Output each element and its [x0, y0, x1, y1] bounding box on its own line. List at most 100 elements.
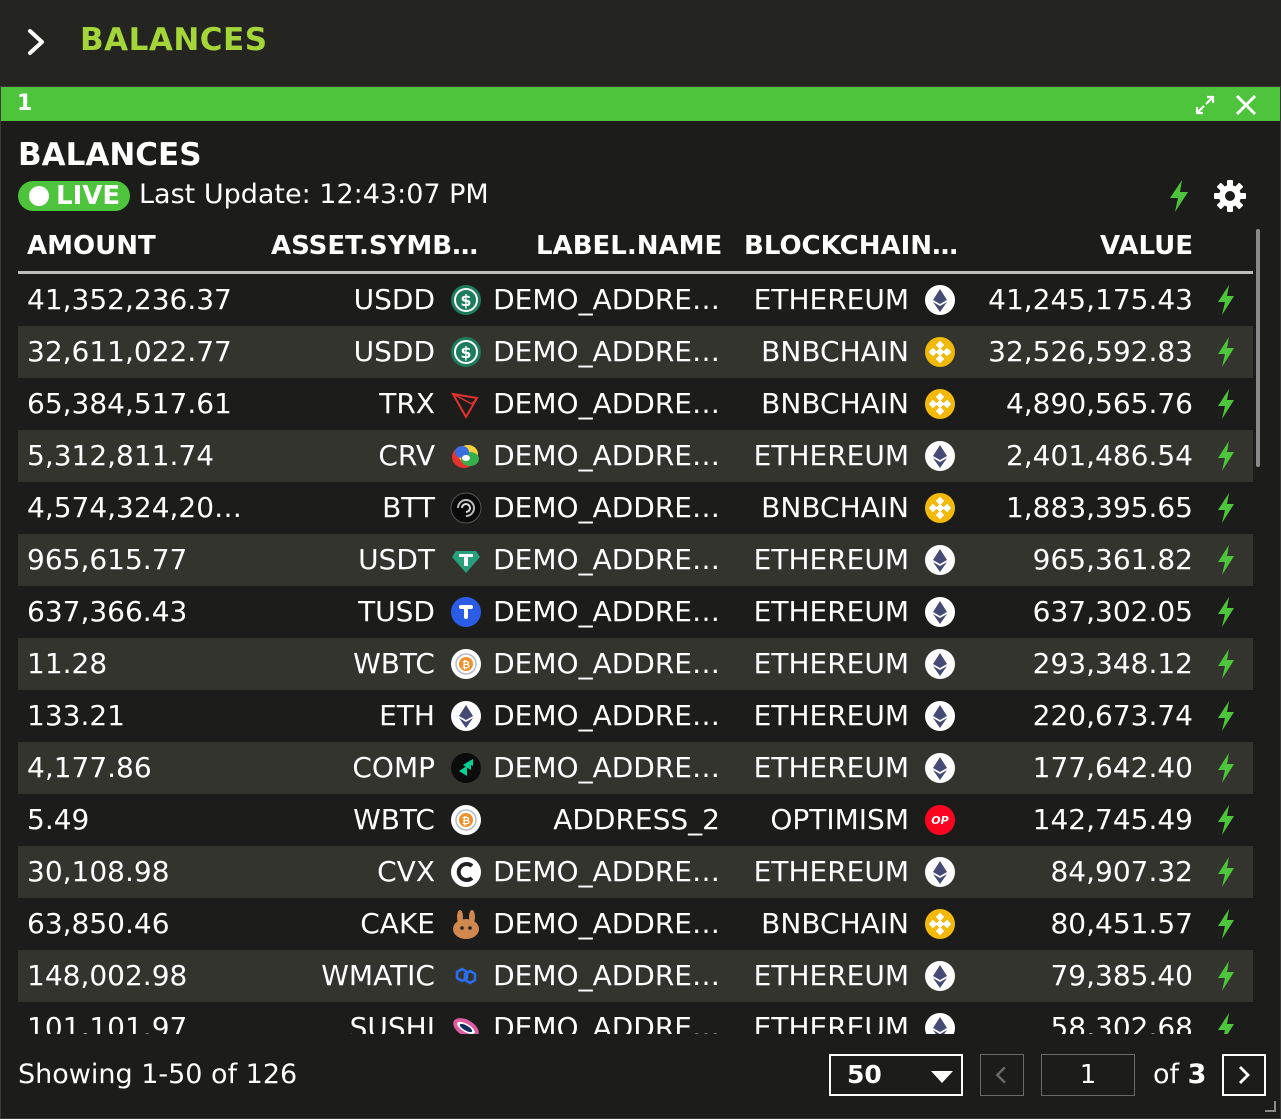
lightning-icon[interactable] [1216, 284, 1236, 316]
lightning-icon[interactable] [1216, 388, 1236, 420]
ethereum-icon [925, 597, 955, 627]
value-cell: 80,451.57 [1050, 907, 1193, 940]
column-header-amount[interactable]: AMOUNT [27, 231, 156, 261]
svg-text:₿: ₿ [462, 659, 470, 671]
table-row[interactable]: 4,177.86 COMP DEMO_ADDRE… ETHEREUM 177,642.4… [18, 742, 1253, 794]
cvx-icon [451, 857, 481, 887]
optimism-icon: OP [925, 805, 955, 835]
sushi-icon [453, 1018, 479, 1034]
asset-symbol-cell: SUSHI [349, 1011, 435, 1034]
blockchain-cell: ETHEREUM [753, 1011, 909, 1034]
lightning-icon[interactable] [1216, 492, 1236, 524]
asset-symbol-cell: CRV [378, 439, 435, 472]
value-cell: 965,361.82 [1032, 543, 1193, 576]
chevron-right-icon[interactable] [24, 26, 48, 58]
table-row[interactable]: 41,352,236.37 USDD $ DEMO_ADDRE… ETHEREUM 41,… [18, 274, 1253, 326]
asset-symbol-cell: USDT [358, 543, 435, 576]
eth-icon [451, 701, 481, 731]
table-row[interactable]: 133.21 ETH DEMO_ADDRE… ETHEREUM 220,673.74 [18, 690, 1253, 742]
label-name-cell: DEMO_ADDRE… [493, 907, 720, 940]
crv-icon [452, 445, 479, 468]
table-row[interactable]: 5.49 WBTC ₿ ADDRESS_2 OPTIMISM OP 142,745.49 [18, 794, 1253, 846]
table-row[interactable]: 637,366.43 TUSD DEMO_ADDRE… ETHEREUM 637,302… [18, 586, 1253, 638]
ethereum-icon [925, 649, 955, 679]
amount-cell: 65,384,517.61 [27, 387, 232, 420]
table-row[interactable]: 4,574,324,20… BTT DEMO_ADDRE… BNBCHAIN 1,883… [18, 482, 1253, 534]
label-name-cell: DEMO_ADDRE… [493, 751, 720, 784]
lightning-icon[interactable] [1216, 440, 1236, 472]
wbtc-icon: ₿ [451, 805, 481, 835]
label-name-cell: DEMO_ADDRE… [493, 439, 720, 472]
label-name-cell: DEMO_ADDRE… [493, 855, 720, 888]
page-size-select[interactable]: 50 [829, 1054, 963, 1096]
panel-tab-bar[interactable]: 1 [1, 87, 1280, 121]
close-icon[interactable] [1233, 92, 1259, 118]
ethereum-icon [925, 961, 955, 991]
lightning-icon[interactable] [1216, 596, 1236, 628]
lightning-icon[interactable] [1216, 544, 1236, 576]
lightning-icon[interactable] [1216, 1012, 1236, 1034]
lightning-icon[interactable] [1216, 752, 1236, 784]
asset-symbol-cell: TUSD [358, 595, 435, 628]
ethereum-icon [925, 1013, 955, 1034]
asset-symbol-cell: CAKE [360, 907, 435, 940]
value-cell: 79,385.40 [1050, 959, 1193, 992]
label-name-cell: DEMO_ADDRE… [493, 543, 720, 576]
wmatic-icon [455, 967, 477, 985]
balances-panel: 1 BALANCES LIVE Last Update: 12:43:07 PM [0, 86, 1281, 1119]
table-row[interactable]: 30,108.98 CVX DEMO_ADDRE… ETHEREUM 84,907.32 [18, 846, 1253, 898]
value-cell: 58,302.68 [1050, 1011, 1193, 1034]
table-row[interactable]: 965,615.77 USDT DEMO_ADDRE… ETHEREUM 965,361… [18, 534, 1253, 586]
lightning-icon[interactable] [1216, 648, 1236, 680]
label-name-cell: DEMO_ADDRE… [493, 647, 720, 680]
label-name-cell: ADDRESS_2 [553, 803, 720, 836]
next-page-button[interactable] [1222, 1054, 1266, 1096]
column-header-blockchain[interactable]: BLOCKCHAIN… [744, 231, 959, 261]
panel-number: 1 [17, 91, 33, 116]
caret-down-icon [931, 1071, 953, 1083]
label-name-cell: DEMO_ADDRE… [493, 959, 720, 992]
column-header-asset-symbol[interactable]: ASSET.SYMB… [271, 231, 479, 261]
table-row[interactable]: 101,101.97 SUSHI DEMO_ADDRE… ETHEREUM 58,302… [18, 1002, 1253, 1034]
column-header-value[interactable]: VALUE [1100, 231, 1193, 261]
lightning-icon[interactable] [1216, 856, 1236, 888]
svg-text:$: $ [460, 291, 471, 310]
table-row[interactable]: 148,002.98 WMATIC DEMO_ADDRE… ETHEREUM 79,38… [18, 950, 1253, 1002]
widget-title: BALANCES [18, 137, 202, 173]
expand-icon[interactable] [1193, 93, 1217, 117]
table-row[interactable]: 65,384,517.61 TRX DEMO_ADDRE… BNBCHAIN 4,890… [18, 378, 1253, 430]
resize-handle-icon[interactable] [1263, 1099, 1277, 1113]
value-cell: 41,245,175.43 [988, 283, 1193, 316]
table-row[interactable]: 32,611,022.77 USDD $ DEMO_ADDRE… BNBCHAIN 32,… [18, 326, 1253, 378]
lightning-icon[interactable] [1216, 908, 1236, 940]
page-number-input[interactable]: 1 [1041, 1054, 1135, 1096]
table-body: 41,352,236.37 USDD $ DEMO_ADDRE… ETHEREUM 41,… [18, 274, 1253, 1034]
total-pages-value: 3 [1187, 1059, 1207, 1090]
blockchain-cell: ETHEREUM [753, 439, 909, 472]
blockchain-cell: ETHEREUM [753, 595, 909, 628]
svg-text:₿: ₿ [462, 815, 470, 827]
column-header-label-name[interactable]: LABEL.NAME [536, 231, 723, 261]
amount-cell: 965,615.77 [27, 543, 188, 576]
app-header: BALANCES [0, 0, 1281, 86]
usdd-icon: $ [451, 337, 481, 367]
lightning-icon[interactable] [1216, 700, 1236, 732]
lightning-icon[interactable] [1167, 179, 1191, 213]
ethereum-icon [925, 545, 955, 575]
previous-page-button[interactable] [980, 1054, 1024, 1096]
amount-cell: 11.28 [27, 647, 108, 680]
table-row[interactable]: 63,850.46 CAKE DEMO_ADDRE… BNBCHAIN 80,451.5… [18, 898, 1253, 950]
lightning-icon[interactable] [1216, 336, 1236, 368]
amount-cell: 133.21 [27, 699, 125, 732]
asset-symbol-cell: CVX [377, 855, 435, 888]
table-row[interactable]: 11.28 WBTC ₿ DEMO_ADDRE… ETHEREUM 293,348.12 [18, 638, 1253, 690]
table-row[interactable]: 5,312,811.74 CRV DEMO_ADDRE… ETHEREUM 2,401,… [18, 430, 1253, 482]
gear-icon[interactable] [1213, 179, 1247, 213]
lightning-icon[interactable] [1216, 804, 1236, 836]
blockchain-cell: BNBCHAIN [761, 491, 909, 524]
lightning-icon[interactable] [1216, 960, 1236, 992]
scrollbar-thumb[interactable] [1256, 229, 1260, 467]
amount-cell: 148,002.98 [27, 959, 188, 992]
amount-cell: 32,611,022.77 [27, 335, 232, 368]
live-badge: LIVE [18, 181, 130, 211]
